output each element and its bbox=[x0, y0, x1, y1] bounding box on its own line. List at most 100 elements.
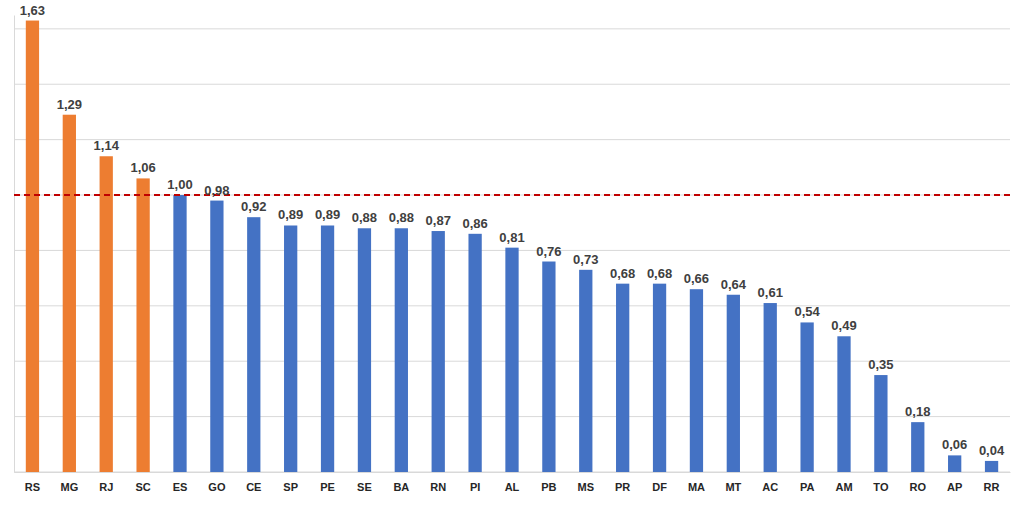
x-tick: PR bbox=[615, 481, 630, 493]
bar bbox=[616, 284, 629, 472]
data-label: 0,87 bbox=[426, 213, 451, 228]
bar bbox=[173, 195, 186, 472]
x-tick: AP bbox=[947, 481, 962, 493]
x-tick-label: GO bbox=[208, 481, 226, 493]
x-tick-label: SP bbox=[283, 481, 298, 493]
x-tick-label: RJ bbox=[99, 481, 113, 493]
x-tick: BA bbox=[393, 481, 409, 493]
x-tick-label: ES bbox=[173, 481, 188, 493]
bar bbox=[210, 201, 223, 472]
x-tick: AL bbox=[505, 481, 520, 493]
bar bbox=[874, 375, 887, 472]
x-tick-label: AP bbox=[947, 481, 962, 493]
x-tick: PE bbox=[320, 481, 335, 493]
data-labels: 1,631,291,141,061,000,980,920,890,890,88… bbox=[20, 3, 1005, 458]
grid-line bbox=[14, 84, 1010, 85]
bar bbox=[690, 289, 703, 472]
bars bbox=[26, 21, 998, 472]
y-axis bbox=[14, 16, 16, 473]
x-tick-label: BA bbox=[393, 481, 409, 493]
x-tick-label: MT bbox=[725, 481, 741, 493]
x-tick: MA bbox=[688, 481, 705, 493]
x-tick-label: MA bbox=[688, 481, 705, 493]
data-label: 0,04 bbox=[979, 443, 1005, 458]
bar bbox=[837, 336, 850, 472]
data-label: 0,88 bbox=[389, 210, 414, 225]
data-label: 0,86 bbox=[462, 216, 487, 231]
x-tick: RR bbox=[984, 481, 1000, 493]
x-tick: GO bbox=[208, 481, 226, 493]
x-tick-label: AM bbox=[835, 481, 852, 493]
bar bbox=[432, 231, 445, 472]
data-label: 0,64 bbox=[721, 277, 747, 292]
data-label: 0,06 bbox=[942, 437, 967, 452]
bar bbox=[284, 225, 297, 472]
x-tick-label: RS bbox=[25, 481, 40, 493]
x-tick: CE bbox=[246, 481, 261, 493]
grid-line bbox=[14, 28, 1010, 29]
x-tick-label: PE bbox=[320, 481, 335, 493]
x-tick: RS bbox=[25, 481, 40, 493]
data-label: 0,18 bbox=[905, 404, 930, 419]
bar bbox=[800, 322, 813, 472]
x-tick: RJ bbox=[99, 481, 113, 493]
bar bbox=[985, 461, 998, 472]
data-label: 0,73 bbox=[573, 252, 598, 267]
x-tick-label: PA bbox=[800, 481, 815, 493]
reference-line bbox=[14, 194, 1010, 196]
x-tick-label: PR bbox=[615, 481, 630, 493]
data-label: 0,35 bbox=[868, 357, 893, 372]
bar bbox=[727, 295, 740, 472]
data-label: 0,54 bbox=[794, 304, 820, 319]
x-axis-line bbox=[15, 472, 1011, 473]
data-label: 0,76 bbox=[536, 244, 561, 259]
x-tick: ES bbox=[173, 481, 188, 493]
bar bbox=[100, 156, 113, 472]
x-tick-label: AC bbox=[762, 481, 778, 493]
x-tick-label: MS bbox=[578, 481, 595, 493]
data-label: 0,66 bbox=[684, 271, 709, 286]
grid-line bbox=[14, 195, 1010, 196]
x-axis: RS MG RJ SC ES GO CE SP PE SE BA RN PI AL PB MS PR DF MA MT… bbox=[15, 473, 1011, 493]
x-tick: MS bbox=[578, 481, 595, 493]
data-label: 1,14 bbox=[94, 138, 120, 153]
x-tick-label: PI bbox=[470, 481, 480, 493]
bar bbox=[653, 284, 666, 472]
x-tick: AM bbox=[835, 481, 852, 493]
bar bbox=[358, 228, 371, 472]
x-tick-label: RR bbox=[984, 481, 1000, 493]
data-label: 0,68 bbox=[610, 266, 635, 281]
data-label: 0,92 bbox=[241, 199, 266, 214]
x-tick-label: MG bbox=[60, 481, 78, 493]
bar bbox=[764, 303, 777, 472]
x-tick: RN bbox=[430, 481, 446, 493]
data-label: 0,68 bbox=[647, 266, 672, 281]
x-tick: PA bbox=[800, 481, 815, 493]
x-tick-label: AL bbox=[505, 481, 520, 493]
bar bbox=[321, 225, 334, 472]
x-tick: SE bbox=[357, 481, 372, 493]
bar bbox=[247, 217, 260, 472]
x-tick-label: DF bbox=[652, 481, 667, 493]
bar bbox=[136, 178, 149, 472]
plot: RS MG RJ SC ES GO CE SP PE SE BA RN PI AL PB MS PR DF MA MT… bbox=[14, 3, 1011, 493]
grid bbox=[14, 29, 1010, 472]
bar bbox=[468, 234, 481, 472]
grid-line bbox=[14, 139, 1010, 140]
data-label: 0,49 bbox=[831, 318, 856, 333]
x-tick: PI bbox=[470, 481, 480, 493]
data-label: 1,06 bbox=[130, 160, 155, 175]
x-tick-label: CE bbox=[246, 481, 261, 493]
x-tick-label: SC bbox=[135, 481, 150, 493]
x-tick: AC bbox=[762, 481, 778, 493]
bar bbox=[948, 455, 961, 472]
x-tick-label: TO bbox=[873, 481, 889, 493]
x-tick-label: PB bbox=[541, 481, 556, 493]
x-tick-label: SE bbox=[357, 481, 372, 493]
x-tick: PB bbox=[541, 481, 556, 493]
data-label: 1,29 bbox=[57, 97, 82, 112]
bar bbox=[26, 21, 39, 472]
data-label: 0,61 bbox=[758, 285, 783, 300]
x-tick-label: RN bbox=[430, 481, 446, 493]
data-label: 0,88 bbox=[352, 210, 377, 225]
